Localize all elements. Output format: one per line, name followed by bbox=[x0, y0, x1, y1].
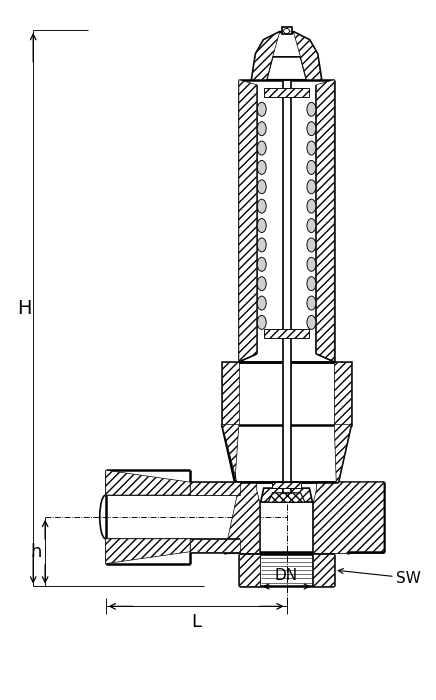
Text: SW: SW bbox=[396, 571, 421, 586]
Ellipse shape bbox=[307, 122, 316, 136]
Polygon shape bbox=[239, 80, 257, 362]
Bar bbox=[279, 49, 294, 59]
Ellipse shape bbox=[307, 141, 316, 155]
Polygon shape bbox=[261, 488, 313, 502]
Polygon shape bbox=[190, 482, 240, 495]
Ellipse shape bbox=[257, 258, 266, 272]
Ellipse shape bbox=[257, 141, 266, 155]
Ellipse shape bbox=[307, 238, 316, 252]
Polygon shape bbox=[225, 482, 260, 554]
Polygon shape bbox=[222, 424, 239, 482]
Ellipse shape bbox=[257, 102, 266, 116]
Polygon shape bbox=[334, 424, 351, 482]
Polygon shape bbox=[222, 362, 239, 424]
Text: H: H bbox=[17, 299, 31, 318]
Text: L: L bbox=[191, 613, 201, 631]
Ellipse shape bbox=[307, 180, 316, 194]
Ellipse shape bbox=[257, 160, 266, 174]
Polygon shape bbox=[269, 493, 304, 502]
Ellipse shape bbox=[257, 276, 266, 290]
Polygon shape bbox=[190, 539, 240, 552]
Text: h: h bbox=[31, 542, 42, 561]
Polygon shape bbox=[239, 554, 260, 587]
Ellipse shape bbox=[257, 316, 266, 330]
Polygon shape bbox=[317, 80, 334, 362]
Polygon shape bbox=[334, 362, 351, 424]
Polygon shape bbox=[293, 32, 321, 80]
Ellipse shape bbox=[307, 102, 316, 116]
Polygon shape bbox=[252, 32, 279, 80]
Bar bbox=[283, 54, 290, 493]
Ellipse shape bbox=[307, 258, 316, 272]
Ellipse shape bbox=[307, 199, 316, 213]
Ellipse shape bbox=[257, 218, 266, 232]
Ellipse shape bbox=[307, 276, 316, 290]
Polygon shape bbox=[106, 539, 190, 564]
Ellipse shape bbox=[307, 160, 316, 174]
Ellipse shape bbox=[307, 296, 316, 310]
Bar bbox=[264, 329, 310, 338]
Polygon shape bbox=[106, 470, 190, 495]
Bar bbox=[264, 88, 310, 97]
Bar bbox=[282, 27, 292, 34]
Ellipse shape bbox=[257, 238, 266, 252]
Ellipse shape bbox=[257, 122, 266, 136]
Polygon shape bbox=[222, 362, 351, 424]
Ellipse shape bbox=[257, 296, 266, 310]
Polygon shape bbox=[269, 493, 304, 502]
Polygon shape bbox=[252, 32, 321, 80]
Ellipse shape bbox=[257, 180, 266, 194]
Ellipse shape bbox=[257, 199, 266, 213]
Text: DN: DN bbox=[275, 568, 298, 583]
Ellipse shape bbox=[307, 316, 316, 330]
Bar bbox=[272, 482, 301, 488]
Ellipse shape bbox=[283, 29, 290, 34]
Polygon shape bbox=[267, 57, 307, 80]
Polygon shape bbox=[313, 554, 334, 587]
Polygon shape bbox=[313, 482, 384, 554]
Ellipse shape bbox=[307, 218, 316, 232]
